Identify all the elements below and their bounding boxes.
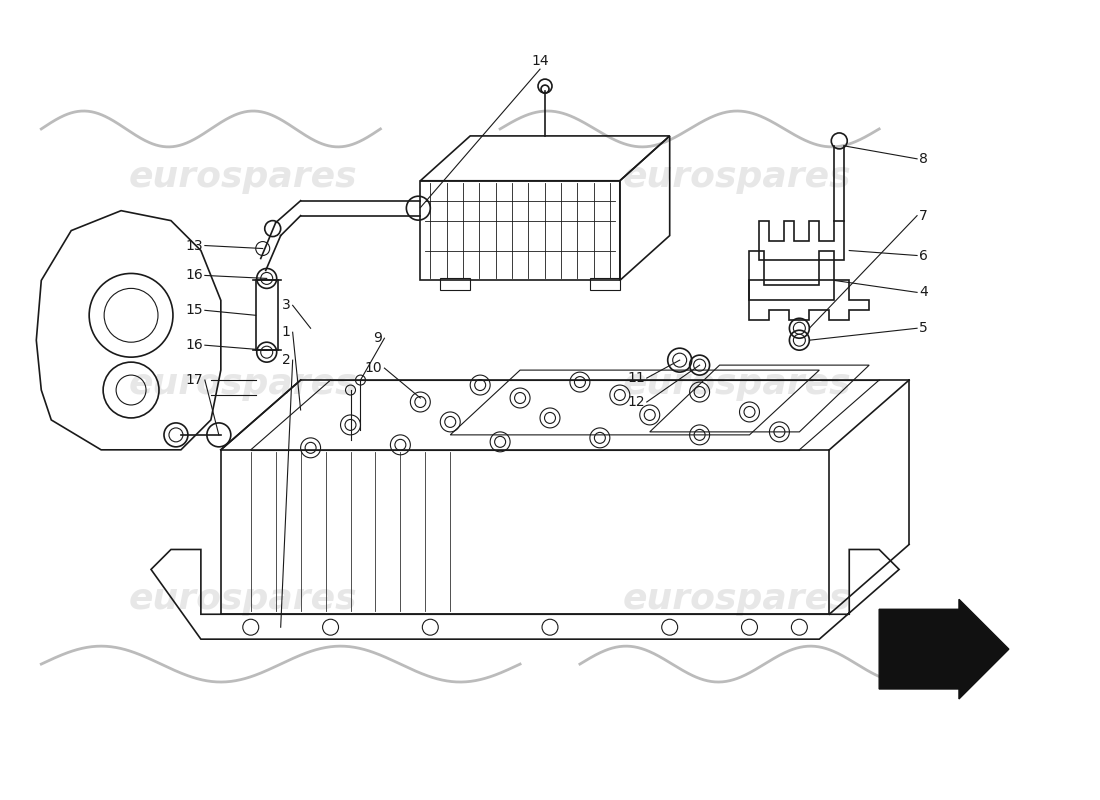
Text: 3: 3 — [282, 298, 290, 312]
Text: 12: 12 — [627, 395, 645, 409]
Text: 10: 10 — [365, 361, 383, 375]
Text: eurospares: eurospares — [623, 160, 850, 194]
Text: 9: 9 — [374, 331, 383, 346]
Text: 13: 13 — [185, 238, 202, 253]
Text: eurospares: eurospares — [129, 582, 358, 616]
Bar — [255, 281, 277, 350]
Text: 8: 8 — [920, 152, 928, 166]
Text: 17: 17 — [185, 373, 202, 387]
Text: 4: 4 — [920, 286, 927, 299]
Text: 16: 16 — [185, 269, 202, 282]
Text: eurospares: eurospares — [129, 160, 358, 194]
Text: 6: 6 — [920, 249, 928, 262]
Text: 16: 16 — [185, 338, 202, 352]
Text: 11: 11 — [627, 371, 645, 385]
Polygon shape — [879, 599, 1009, 699]
Text: 5: 5 — [920, 322, 927, 335]
Text: 15: 15 — [185, 303, 202, 318]
Text: 14: 14 — [531, 54, 549, 68]
Bar — [420, 181, 619, 281]
Text: 7: 7 — [920, 209, 927, 222]
Text: eurospares: eurospares — [129, 367, 358, 401]
Text: eurospares: eurospares — [623, 582, 850, 616]
Text: eurospares: eurospares — [623, 367, 850, 401]
Text: 1: 1 — [282, 326, 290, 339]
Text: 2: 2 — [282, 353, 290, 367]
